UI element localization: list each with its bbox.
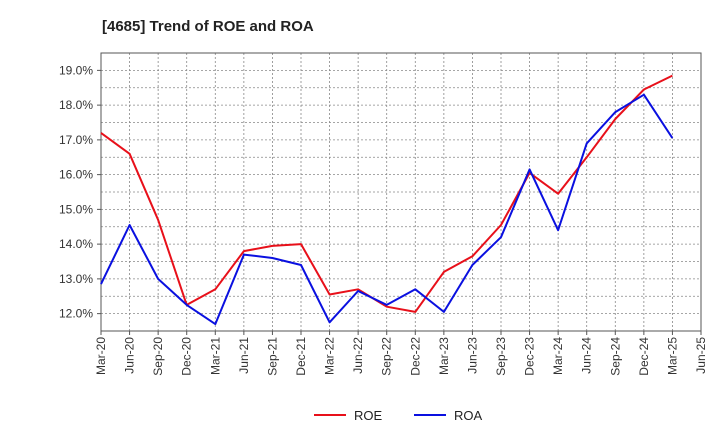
- grid-layer: [100, 52, 702, 332]
- x-tick-label: Jun-22: [351, 337, 365, 374]
- x-tick-label: Jun-21: [237, 337, 251, 374]
- x-tick-label: Dec-20: [180, 337, 194, 376]
- y-tick-label: 16.0%: [59, 168, 93, 182]
- x-tick-label: Jun-20: [123, 337, 137, 374]
- plot-frame: [100, 52, 702, 332]
- x-tick-label: Mar-24: [551, 337, 565, 375]
- x-tick-label: Sep-23: [494, 337, 508, 376]
- legend-label-roa: ROA: [454, 408, 483, 423]
- x-tick-label: Sep-21: [265, 337, 279, 376]
- x-tick-label: Sep-22: [380, 337, 394, 376]
- y-tick-label: 13.0%: [59, 272, 93, 286]
- x-tick-label: Dec-24: [637, 337, 651, 376]
- x-tick-label: Dec-21: [294, 337, 308, 376]
- x-tick-label: Mar-20: [94, 337, 108, 375]
- x-tick-label: Mar-23: [437, 337, 451, 375]
- chart-title: [4685] Trend of ROE and ROA: [102, 18, 314, 35]
- x-tick-label: Jun-24: [580, 337, 594, 374]
- y-tick-label: 19.0%: [59, 63, 93, 77]
- x-tick-label: Mar-25: [665, 337, 679, 375]
- y-tick-label: 15.0%: [59, 202, 93, 216]
- y-tick-label: 17.0%: [59, 133, 93, 147]
- x-tick-label: Jun-25: [694, 337, 708, 374]
- x-tick-label: Mar-22: [323, 337, 337, 375]
- axis-layer: 12.0% 13.0% 14.0% 15.0% 16.0% 17.0% 18.0% 19.0%…: [59, 52, 708, 376]
- series-layer: [100, 74, 674, 326]
- y-tick-label: 12.0%: [59, 307, 93, 321]
- x-tick-label: Jun-23: [465, 337, 479, 374]
- x-tick-label: Dec-22: [408, 337, 422, 376]
- y-tick-label: 18.0%: [59, 98, 93, 112]
- y-tick-label: 14.0%: [59, 237, 93, 251]
- legend-label-roe: ROE: [354, 408, 383, 423]
- x-tick-label: Sep-20: [151, 337, 165, 376]
- x-tick-label: Sep-24: [608, 337, 622, 376]
- x-tick-label: Dec-23: [523, 337, 537, 376]
- legend: ROE ROA: [314, 408, 483, 423]
- series-line-roa: [100, 93, 674, 326]
- x-tick-label: Mar-21: [208, 337, 222, 375]
